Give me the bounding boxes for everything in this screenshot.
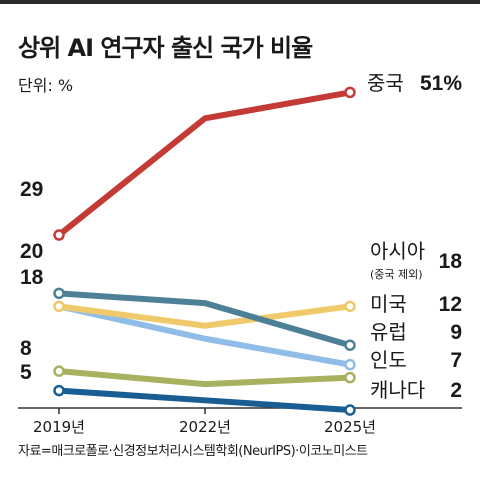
series-note-asia: (중국 제외) bbox=[370, 268, 423, 281]
unit-label: 단위: % bbox=[18, 76, 74, 95]
series-name-india: 인도 bbox=[370, 348, 407, 372]
end-value-label: 9 bbox=[450, 321, 462, 344]
data-point-china bbox=[53, 229, 65, 241]
series-name-europe: 유럽 bbox=[370, 320, 407, 344]
start-value-label: 18 bbox=[20, 266, 44, 289]
chart-title: 상위 AI 연구자 출신 국가 비율 bbox=[18, 34, 313, 62]
data-point-india bbox=[53, 365, 65, 377]
start-value-label: 29 bbox=[20, 178, 43, 201]
data-point-usa bbox=[53, 287, 65, 300]
data-point-china bbox=[344, 86, 356, 99]
series-name-asia: 아시아 bbox=[370, 239, 425, 263]
series-name-canada: 캐나다 bbox=[370, 378, 425, 402]
start-value-label: 5 bbox=[20, 361, 32, 384]
x-tick-label: 2025년 bbox=[324, 418, 376, 436]
data-point-asia bbox=[344, 300, 356, 313]
source-note: 자료=매크로폴로·신경정보처리시스템학회(NeurIPS)·이코노미스트 bbox=[18, 444, 368, 459]
data-point-canada bbox=[53, 384, 65, 397]
series-name-china: 중국 bbox=[367, 71, 404, 95]
series-line-india bbox=[56, 368, 353, 388]
series-line-asia bbox=[56, 303, 353, 329]
x-tick-label: 2019년 bbox=[33, 418, 85, 436]
series-line-canada bbox=[56, 387, 353, 414]
data-point-canada bbox=[344, 404, 356, 416]
data-point-india bbox=[344, 371, 356, 384]
end-value-label: 2 bbox=[450, 379, 462, 402]
end-value-label: 12 bbox=[439, 293, 462, 316]
data-point-usa bbox=[344, 339, 356, 351]
series-line-europe bbox=[56, 303, 353, 368]
series-name-usa: 미국 bbox=[370, 292, 407, 316]
start-value-label: 20 bbox=[20, 240, 43, 263]
top-rule bbox=[0, 0, 480, 4]
start-value-label: 8 bbox=[20, 337, 32, 360]
end-value-label: 18 bbox=[439, 250, 463, 273]
data-point-europe bbox=[344, 358, 356, 371]
end-value-label: 51% bbox=[420, 72, 462, 95]
data-point-asia bbox=[53, 300, 65, 313]
x-tick-label: 2022년 bbox=[179, 418, 231, 436]
series-line-china bbox=[56, 89, 353, 239]
series-line-usa bbox=[56, 290, 353, 349]
end-value-label: 7 bbox=[450, 349, 462, 372]
